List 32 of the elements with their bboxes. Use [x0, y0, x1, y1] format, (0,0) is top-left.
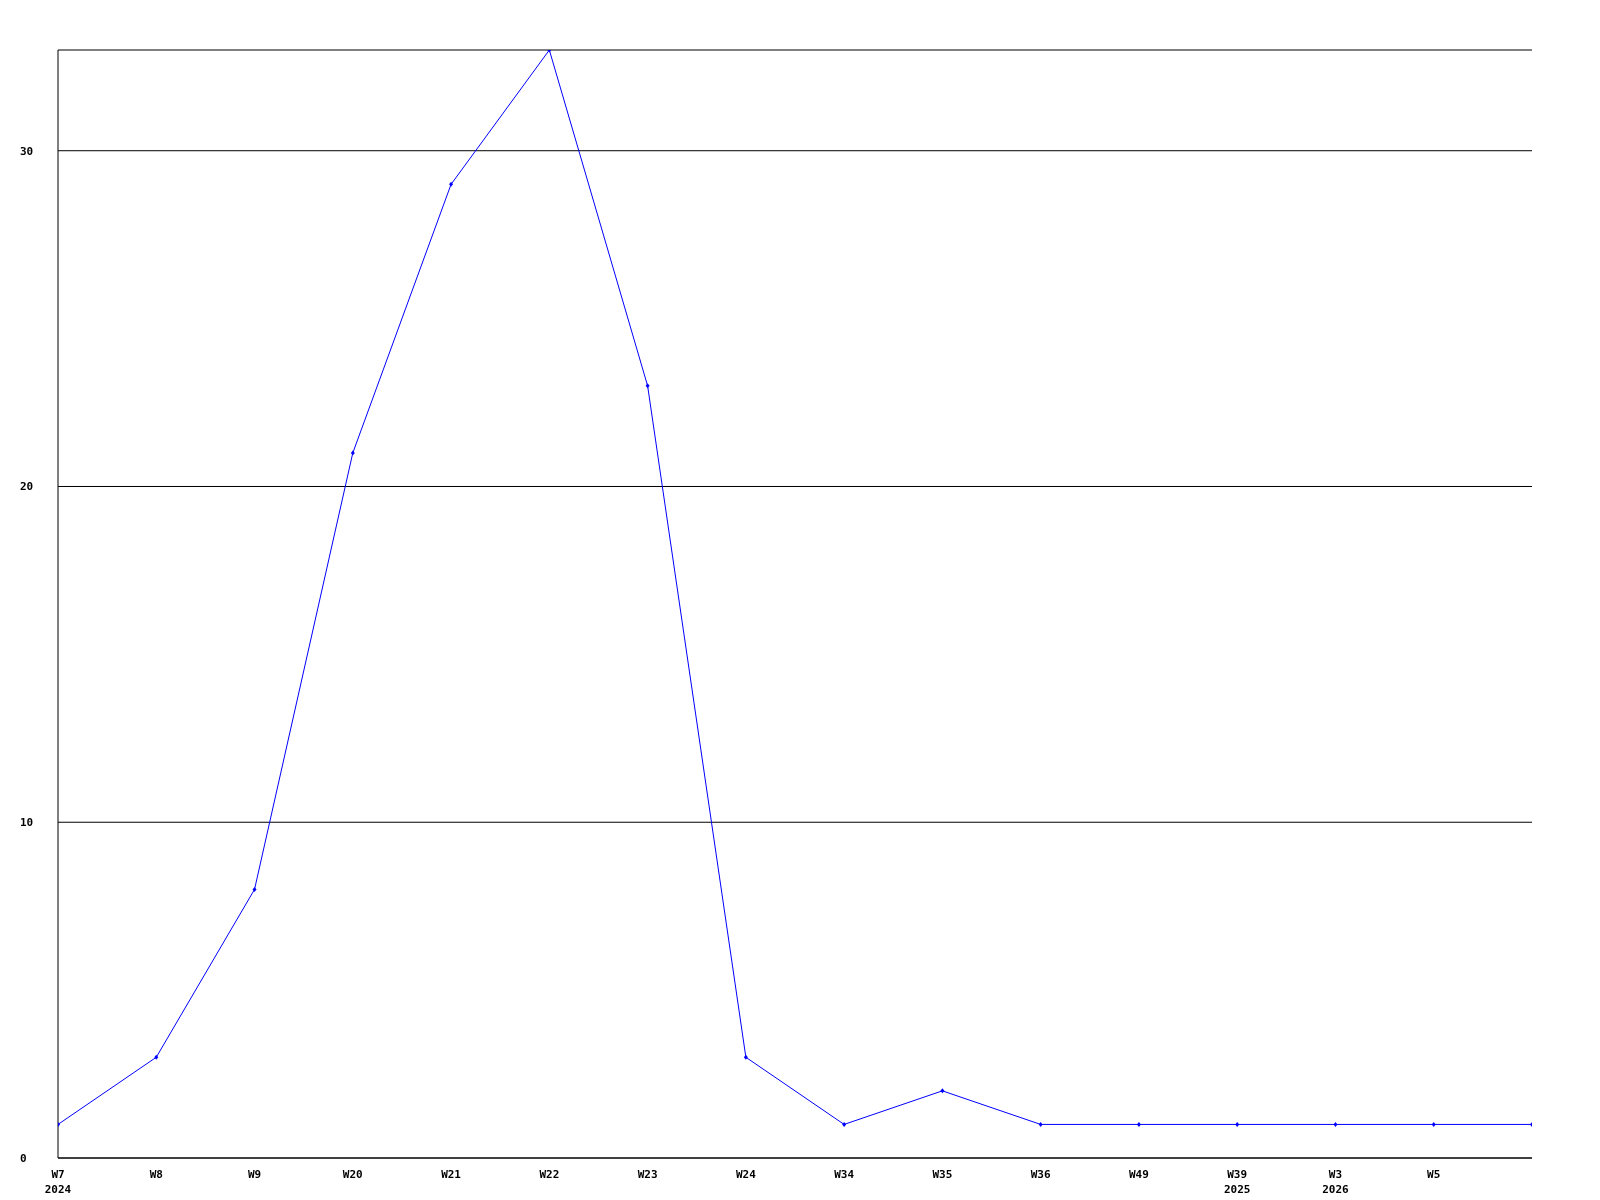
point	[1038, 1121, 1043, 1127]
point	[1431, 1121, 1436, 1127]
point	[1235, 1121, 1240, 1127]
x-tick-label: W39 2025	[1223, 1168, 1251, 1196]
point	[449, 181, 454, 187]
y-tick-label: 10	[20, 816, 34, 830]
y-tick-label: 20	[20, 480, 34, 494]
x-tick-label: W3 2026	[1322, 1168, 1350, 1196]
x-tick-label: W20	[342, 1168, 363, 1181]
x-tick-label: W21	[441, 1168, 462, 1181]
point	[940, 1088, 945, 1094]
x-tick-label: W49	[1129, 1168, 1149, 1181]
x-tick-label: W8	[149, 1168, 163, 1181]
x-tick-label: W34	[834, 1168, 855, 1181]
point	[154, 1054, 159, 1060]
x-tick-label: W23	[637, 1168, 658, 1181]
y-tick-label: 30	[20, 144, 34, 158]
point	[842, 1121, 847, 1127]
point	[743, 1054, 748, 1060]
x-tick-label: W35	[932, 1168, 953, 1181]
x-tick-label: W24	[735, 1168, 757, 1181]
x-tick-label: W22	[539, 1168, 560, 1181]
point	[645, 383, 650, 389]
y-tick-label: 0	[20, 1151, 27, 1165]
x-tick-label: W36	[1030, 1168, 1051, 1181]
point	[252, 886, 257, 892]
point	[350, 450, 355, 456]
point	[1333, 1121, 1338, 1127]
x-tick-label: W9	[247, 1168, 262, 1181]
point	[1136, 1121, 1141, 1127]
x-tick-label: W7 2024	[44, 1168, 72, 1196]
x-tick-label: W5	[1427, 1168, 1441, 1181]
